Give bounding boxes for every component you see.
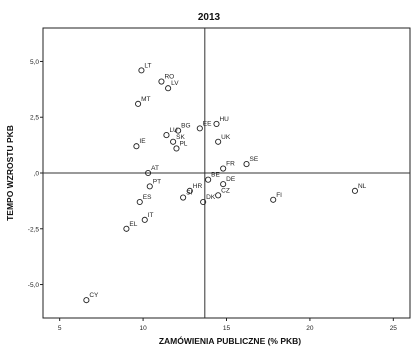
point-label-at: AT xyxy=(151,165,159,172)
point-label-ie: IE xyxy=(139,138,146,145)
point-sk xyxy=(170,138,177,145)
point-be xyxy=(205,176,212,183)
point-label-lt: LT xyxy=(144,62,151,69)
y-axis-label: TEMPO WZROSTU PKB xyxy=(5,125,15,221)
point-label-nl: NL xyxy=(358,183,367,190)
point-lt xyxy=(138,67,145,74)
y-tick-label: -2,5 xyxy=(28,226,40,233)
point-label-be: BE xyxy=(211,172,220,179)
point-lv xyxy=(165,85,172,92)
point-se xyxy=(243,161,250,168)
y-tick-label: 5,0 xyxy=(30,59,39,66)
data-points xyxy=(83,67,359,304)
point-dk xyxy=(200,198,207,206)
point-label-si: SI xyxy=(186,190,192,197)
point-mt xyxy=(135,100,142,107)
point-si xyxy=(180,194,187,201)
point-label-fi: FI xyxy=(276,192,282,199)
point-label-se: SE xyxy=(250,156,259,163)
point-label-hu: HU xyxy=(219,116,229,123)
point-label-cy: CY xyxy=(89,292,99,299)
point-label-mt: MT xyxy=(141,96,150,103)
point-label-uk: UK xyxy=(221,134,231,141)
point-label-dk: DK xyxy=(206,194,216,201)
y-tick-label: 2,5 xyxy=(30,115,39,122)
x-tick-label: 10 xyxy=(139,325,147,332)
point-label-ro: RO xyxy=(164,74,174,81)
point-cy xyxy=(83,297,90,304)
point-label-ee: EE xyxy=(203,120,212,127)
point-label-el: EL xyxy=(129,221,137,228)
point-label-cz: CZ xyxy=(221,187,230,194)
point-fr xyxy=(220,165,227,172)
point-it xyxy=(141,216,148,223)
point-label-lu: LU xyxy=(169,127,178,134)
point-ee xyxy=(196,125,203,132)
x-tick-label: 20 xyxy=(306,325,314,332)
point-label-it: IT xyxy=(148,212,154,219)
point-bg xyxy=(175,127,182,134)
y-tick-label: ,0 xyxy=(34,171,40,178)
chart-title: 2013 xyxy=(198,12,221,23)
point-de xyxy=(220,181,227,188)
x-tick-label: 25 xyxy=(390,325,398,332)
reference-lines xyxy=(43,28,410,318)
point-label-sk: SK xyxy=(176,134,185,141)
point-label-pl: PL xyxy=(179,140,187,147)
point-label-de: DE xyxy=(226,176,236,183)
point-pt xyxy=(146,183,153,190)
point-hr xyxy=(186,187,193,194)
point-label-pt: PT xyxy=(153,178,161,185)
point-el xyxy=(123,225,130,232)
x-tick-label: 15 xyxy=(223,325,231,332)
point-pl xyxy=(173,145,180,152)
point-uk xyxy=(215,138,222,145)
y-tick-label: -5,0 xyxy=(28,282,40,289)
x-axis: 5 10 15 20 25 xyxy=(58,318,397,332)
point-hu xyxy=(213,120,220,127)
point-fi xyxy=(270,196,277,203)
x-axis-label: ZAMÓWIENIA PUBLICZNE (% PKB) xyxy=(159,335,301,346)
point-ro xyxy=(158,78,165,85)
point-at xyxy=(145,169,152,177)
point-label-es: ES xyxy=(143,194,152,201)
point-label-hr: HR xyxy=(193,183,203,190)
point-cz xyxy=(215,192,222,199)
point-label-fr: FR xyxy=(226,161,235,168)
y-axis: 5,0 2,5 ,0 -2,5 -5,0 xyxy=(28,59,43,289)
point-ie xyxy=(133,143,140,150)
x-tick-label: 5 xyxy=(58,325,62,332)
point-nl xyxy=(351,187,359,194)
point-label-lv: LV xyxy=(171,80,179,87)
point-label-bg: BG xyxy=(181,123,190,130)
point-lu xyxy=(163,132,170,139)
point-es xyxy=(136,198,143,206)
